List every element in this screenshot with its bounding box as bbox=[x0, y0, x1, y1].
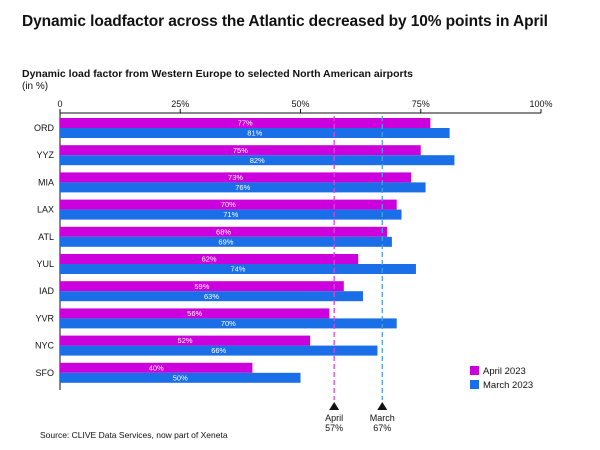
bar-march bbox=[60, 264, 416, 274]
source-note: Source: CLIVE Data Services, now part of… bbox=[40, 430, 228, 440]
data-label-march: 63% bbox=[204, 292, 219, 301]
chart-subtitle: Dynamic load factor from Western Europe … bbox=[22, 68, 413, 80]
bar-march bbox=[60, 372, 301, 383]
category-label: LAX bbox=[37, 205, 54, 215]
page-title: Dynamic loadfactor across the Atlantic d… bbox=[22, 13, 548, 30]
bar-april bbox=[60, 145, 421, 156]
bar-march bbox=[60, 155, 455, 166]
x-tick-label: 0 bbox=[57, 99, 62, 109]
data-label-march: 71% bbox=[223, 210, 238, 219]
bar-march bbox=[60, 291, 364, 302]
category-label: NYC bbox=[35, 341, 55, 351]
reference-value-march: 67% bbox=[373, 423, 391, 433]
unit-label: (in %) bbox=[22, 81, 49, 92]
legend-label-april: April 2023 bbox=[483, 366, 526, 377]
data-label-april: 70% bbox=[221, 200, 236, 209]
bar-march bbox=[60, 236, 392, 247]
data-label-april: 68% bbox=[216, 227, 231, 236]
category-label: MIA bbox=[38, 177, 54, 187]
x-tick-label: 100% bbox=[529, 99, 552, 109]
data-label-march: 66% bbox=[211, 346, 226, 355]
bar-march bbox=[60, 128, 450, 138]
x-tick-label: 50% bbox=[291, 99, 309, 109]
bar-april bbox=[60, 281, 344, 292]
bar-april bbox=[60, 362, 253, 373]
category-label: ORD bbox=[34, 123, 55, 133]
category-label: IAD bbox=[39, 286, 55, 296]
bar-april bbox=[60, 308, 330, 319]
bar-april bbox=[60, 199, 397, 210]
data-label-april: 56% bbox=[187, 309, 202, 318]
category-label: ATL bbox=[38, 232, 54, 242]
bar-march bbox=[60, 182, 426, 193]
bar-april bbox=[60, 118, 431, 128]
reference-name-march: March bbox=[370, 413, 395, 423]
data-label-april: 77% bbox=[238, 119, 253, 128]
bar-april bbox=[60, 254, 359, 264]
data-label-march: 82% bbox=[250, 156, 265, 165]
bar-march bbox=[60, 318, 397, 329]
legend-swatch-april bbox=[470, 366, 479, 375]
x-tick-label: 75% bbox=[412, 99, 430, 109]
legend-label-march: March 2023 bbox=[483, 380, 533, 391]
data-label-march: 50% bbox=[173, 373, 188, 382]
data-label-april: 75% bbox=[233, 146, 248, 155]
bar-april bbox=[60, 172, 412, 183]
data-label-march: 70% bbox=[221, 319, 236, 328]
category-label: YVR bbox=[35, 313, 54, 323]
category-label: YYZ bbox=[36, 150, 54, 160]
legend-swatch-march bbox=[470, 380, 479, 389]
data-label-april: 59% bbox=[194, 282, 209, 291]
data-label-march: 81% bbox=[247, 129, 262, 138]
data-label-april: 40% bbox=[149, 363, 164, 372]
bar-april bbox=[60, 335, 311, 346]
bar-april bbox=[60, 226, 388, 237]
data-label-april: 62% bbox=[202, 255, 217, 264]
reference-value-april: 57% bbox=[325, 423, 343, 433]
bar-march bbox=[60, 345, 378, 356]
reference-marker-april bbox=[329, 402, 340, 410]
category-label: YUL bbox=[36, 259, 54, 269]
reference-marker-march bbox=[377, 402, 388, 410]
data-label-april: 52% bbox=[178, 336, 193, 345]
data-label-april: 73% bbox=[228, 173, 243, 182]
data-label-march: 76% bbox=[235, 183, 250, 192]
category-label: SFO bbox=[35, 368, 54, 378]
bar-march bbox=[60, 209, 402, 220]
reference-name-april: April bbox=[325, 413, 343, 423]
data-label-march: 74% bbox=[230, 265, 245, 274]
x-tick-label: 25% bbox=[171, 99, 189, 109]
data-label-march: 69% bbox=[218, 237, 233, 246]
